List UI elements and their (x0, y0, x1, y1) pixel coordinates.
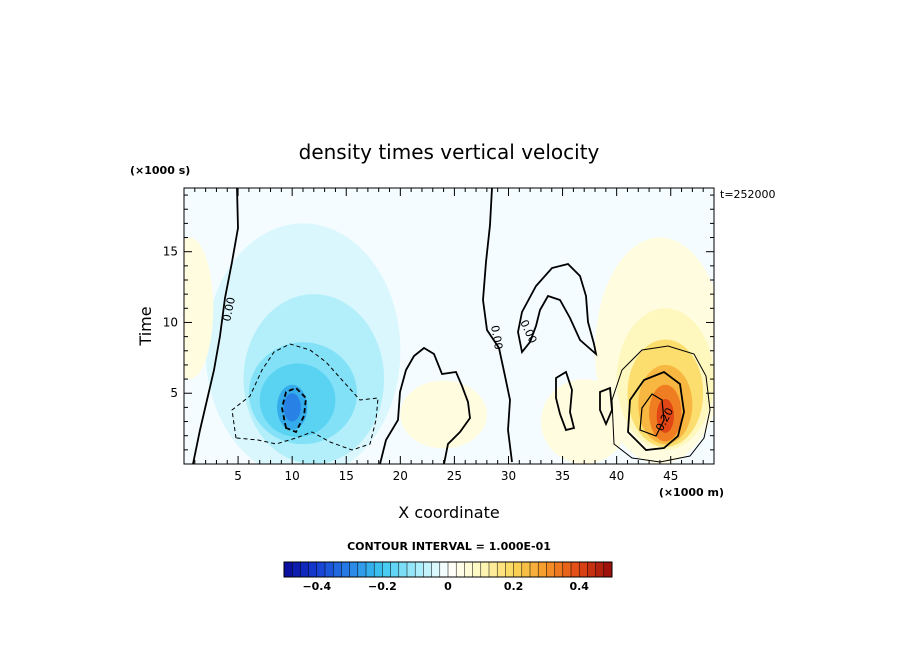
y-tick-label: 15 (163, 245, 178, 259)
colorbar-cell (603, 562, 613, 577)
positive-contour-inner (639, 393, 665, 437)
y-unit-label: (×1000 s) (130, 164, 190, 177)
colorbar-tick-label: 0 (444, 580, 452, 593)
colorbar-cell (300, 562, 309, 577)
y-axis-label: Time (136, 306, 155, 346)
colorbar-cell (382, 562, 391, 577)
negative-contour-outer (231, 343, 379, 451)
colorbar-tick-label: −0.2 (368, 580, 397, 593)
colorbar-cell (513, 562, 523, 577)
colorbar-cell (562, 562, 572, 577)
x-tick-label: 15 (339, 469, 354, 483)
contour-label: 0.00 (220, 296, 238, 323)
colorbar-tick-label: −0.4 (302, 580, 331, 593)
plot-frame (183, 187, 715, 465)
colorbar-cell (546, 562, 555, 577)
colorbar-cell (398, 562, 408, 577)
colorbar-cell (464, 562, 473, 577)
colorbar-cell (357, 562, 367, 577)
x-tick-label: 10 (285, 469, 300, 483)
colorbar-tick-label: 0.4 (569, 580, 589, 593)
colorbar-cell (554, 562, 564, 577)
colorbar-cell (407, 562, 416, 577)
field-blob (283, 393, 301, 422)
colorbar-cell (308, 562, 318, 577)
colorbar-cell (341, 562, 350, 577)
colorbar-cell (595, 562, 605, 577)
x-tick-label: 20 (393, 469, 408, 483)
x-tick-label: 30 (501, 469, 516, 483)
colorbar-cell (472, 562, 482, 577)
colorbar-cell (325, 562, 334, 577)
colorbar-cell (415, 562, 424, 577)
field-blob (184, 237, 214, 380)
contour-label: 0.00 (488, 324, 505, 350)
colorbar-tick-label: 0.2 (504, 580, 524, 593)
colorbar-cell (480, 562, 490, 577)
colorbar-cell (505, 562, 514, 577)
colorbar-cell (497, 562, 506, 577)
x-axis-label: X coordinate (398, 503, 499, 522)
colorbar-cell (489, 562, 498, 577)
chart-title: density times vertical velocity (299, 140, 600, 164)
time-stamp: t=252000 (720, 188, 776, 201)
colorbar-cell (292, 562, 301, 577)
colorbar-frame (283, 561, 613, 578)
colorbar-cell (349, 562, 359, 577)
colorbar-cell (439, 562, 449, 577)
colorbar-cell (366, 562, 375, 577)
y-tick-label: 5 (170, 386, 178, 400)
colorbar-cell (333, 562, 342, 577)
field-blob (656, 398, 674, 433)
x-unit-label: (×1000 m) (659, 486, 724, 499)
heatmap-field (184, 188, 714, 464)
colorbar-cell (374, 562, 383, 577)
colorbar-cell (316, 562, 326, 577)
colorbar-cell (456, 562, 465, 577)
colorbar-cell (571, 562, 580, 577)
zero-contour-middle (379, 188, 513, 464)
colorbar-cell (423, 562, 432, 577)
field-blob (400, 380, 487, 449)
colorbar-cell (431, 562, 441, 577)
contour-interval-label: CONTOUR INTERVAL = 1.000E-01 (347, 540, 551, 553)
x-tick-label: 35 (555, 469, 570, 483)
y-tick-label: 10 (163, 315, 178, 329)
colorbar-cell (579, 562, 588, 577)
colorbar-cell (521, 562, 531, 577)
colorbar: −0.4 −0.2 0 0.2 0.4 (283, 561, 613, 593)
colorbar-cell (587, 562, 596, 577)
x-tick-label: 5 (234, 469, 242, 483)
positive-contour-mid (627, 370, 685, 451)
x-tick-label: 45 (663, 469, 678, 483)
colorbar-cell (390, 562, 400, 577)
x-tick-label: 25 (447, 469, 462, 483)
colorbar-cell (284, 562, 293, 577)
zero-contour-left (192, 188, 239, 464)
x-tick-label: 40 (609, 469, 624, 483)
colorbar-cell (538, 562, 547, 577)
colorbar-cell (448, 562, 457, 577)
colorbar-cell (530, 562, 539, 577)
zero-contour-right (517, 263, 613, 432)
axes: 5 10 15 20 25 30 35 40 45 5 10 15 (163, 188, 714, 483)
